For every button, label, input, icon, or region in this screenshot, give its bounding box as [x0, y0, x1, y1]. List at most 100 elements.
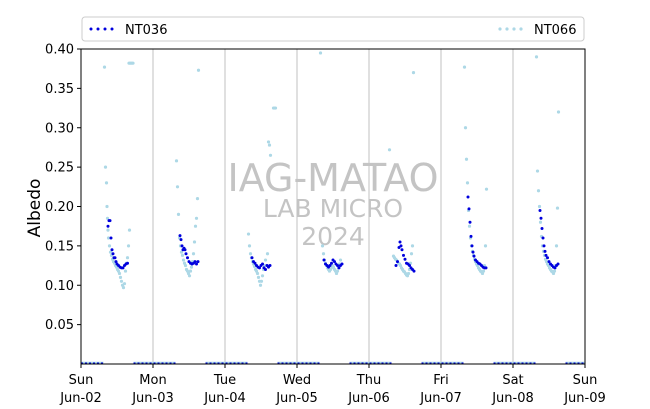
point-nt066-7	[107, 244, 112, 248]
y-tick-label-2: 0.15	[45, 239, 74, 254]
point-nt036-90	[541, 236, 545, 240]
point-nt036-23	[184, 252, 188, 256]
point-nt066-80	[273, 106, 278, 110]
point-nt036-64	[402, 253, 405, 257]
point-nt036-39	[261, 262, 264, 266]
legend-marker-nt036	[89, 27, 114, 31]
point-nt066-124	[463, 126, 468, 130]
point-nt036-101	[556, 262, 560, 266]
point-nt066-42	[183, 263, 188, 268]
point-nt066-54	[195, 197, 200, 201]
point-nt066-144	[483, 244, 488, 248]
point-nt066-32	[131, 61, 135, 65]
point-nt036-31	[196, 260, 200, 264]
y-tick-label-7: 0.40	[45, 43, 74, 58]
point-nt066-101	[387, 148, 392, 152]
point-nt036-58	[394, 264, 398, 268]
point-nt066-6	[106, 236, 111, 240]
x-tick-label-date-2: Jun-04	[203, 391, 246, 406]
point-nt066-117	[406, 271, 411, 276]
x-tick-label-day-4: Thu	[356, 373, 381, 388]
point-nt036-62	[399, 244, 403, 248]
point-nt036-61	[398, 240, 402, 244]
point-nt066-164	[552, 269, 557, 273]
x-tick-label-date-1: Jun-03	[131, 391, 174, 406]
point-nt036-3	[109, 236, 113, 240]
point-nt036-57	[340, 262, 344, 266]
point-nt036-76	[470, 244, 474, 248]
point-nt066-57	[247, 244, 252, 248]
point-nt066-40	[181, 258, 186, 262]
point-nt066-21	[121, 286, 126, 290]
point-nt066-46	[187, 274, 192, 278]
point-nt066-50	[191, 252, 196, 256]
watermark-line-1: IAG-MATAO	[227, 156, 438, 200]
x-tick-label-day-6: Sat	[502, 373, 523, 388]
x-tick-label-date-0: Jun-02	[59, 391, 102, 406]
point-nt066-74	[265, 252, 270, 256]
watermark-line-2: LAB MICRO	[263, 194, 403, 223]
y-tick-label-5: 0.30	[45, 121, 74, 136]
point-nt066-82	[320, 244, 325, 248]
point-nt036-52	[333, 260, 336, 264]
point-nt066-70	[260, 274, 265, 278]
x-tick-label-day-0: Sun	[69, 373, 94, 388]
point-nt066-8	[108, 250, 113, 254]
point-nt036-93	[544, 253, 548, 257]
point-nt066-48	[189, 265, 194, 269]
point-nt036-86	[484, 266, 488, 270]
legend-dot-nt036-1	[96, 27, 100, 31]
point-nt066-142	[481, 269, 486, 273]
point-nt066-128	[467, 224, 472, 228]
x-tick-label-day-2: Tue	[213, 373, 236, 388]
point-nt036-71	[412, 269, 416, 273]
point-nt036-24	[186, 256, 189, 260]
watermark-line-3: 2024	[301, 222, 365, 251]
point-nt036-74	[468, 220, 472, 224]
point-nt036-16	[126, 261, 129, 265]
point-nt036-50	[330, 261, 333, 265]
point-nt036-45	[322, 258, 326, 262]
point-nt066-147	[535, 169, 540, 173]
point-nt036-99	[553, 266, 557, 270]
point-nt036-65	[403, 257, 407, 261]
y-tick-label-4: 0.25	[45, 161, 74, 176]
point-nt066-149	[537, 204, 542, 209]
x-tick-label-date-4: Jun-06	[347, 391, 390, 406]
point-nt066-53	[194, 216, 199, 220]
x-tick-label-day-1: Mon	[139, 373, 166, 388]
point-nt066-0	[102, 65, 107, 69]
point-nt066-97	[335, 269, 340, 273]
point-nt036-17	[178, 234, 182, 238]
point-nt066-52	[193, 224, 198, 228]
point-nt036-19	[180, 244, 184, 248]
point-nt036-73	[467, 207, 471, 211]
point-nt066-26	[126, 244, 131, 248]
point-nt036-18	[179, 238, 183, 242]
point-nt036-89	[540, 227, 544, 231]
point-nt066-146	[534, 55, 539, 59]
point-nt066-39	[180, 253, 185, 257]
point-nt066-122	[411, 71, 416, 75]
point-nt036-92	[543, 249, 547, 253]
y-axis-label: Albedo	[25, 179, 45, 238]
point-nt066-1	[103, 165, 108, 169]
y-tick-label-0: 0.05	[45, 318, 74, 333]
point-nt036-37	[258, 266, 261, 270]
point-nt066-65	[255, 271, 260, 276]
point-nt066-68	[258, 283, 263, 287]
point-nt036-49	[328, 264, 332, 268]
point-nt066-19	[119, 279, 124, 283]
legend-dot-nt036-2	[103, 27, 107, 31]
point-nt036-78	[472, 254, 476, 258]
watermark: IAG-MATAO LAB MICRO 2024	[227, 156, 438, 251]
point-nt036-68	[408, 264, 411, 268]
point-nt066-22	[122, 282, 127, 286]
point-nt036-75	[469, 234, 473, 238]
y-tick-label-6: 0.35	[45, 82, 74, 97]
point-nt066-51	[192, 240, 197, 244]
point-nt036-41	[264, 268, 267, 271]
legend-marker-nt066	[498, 27, 523, 31]
point-nt066-73	[263, 258, 268, 262]
